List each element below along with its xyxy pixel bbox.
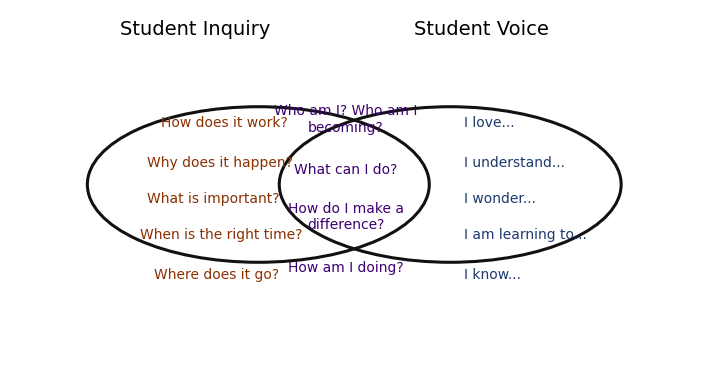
Text: I understand...: I understand... bbox=[464, 156, 565, 170]
Text: Where does it go?: Where does it go? bbox=[154, 268, 279, 282]
Text: I am learning to...: I am learning to... bbox=[464, 228, 587, 242]
Text: What is important?: What is important? bbox=[147, 192, 279, 206]
Text: How do I make a
difference?: How do I make a difference? bbox=[288, 202, 404, 232]
Text: How am I doing?: How am I doing? bbox=[288, 261, 403, 275]
Text: Student Inquiry: Student Inquiry bbox=[120, 20, 271, 38]
Text: Who am I? Who am I
becoming?: Who am I? Who am I becoming? bbox=[274, 104, 417, 135]
Text: I wonder...: I wonder... bbox=[464, 192, 536, 206]
Text: Student Voice: Student Voice bbox=[414, 20, 549, 38]
Text: What can I do?: What can I do? bbox=[294, 163, 397, 177]
Text: When is the right time?: When is the right time? bbox=[140, 228, 302, 242]
Text: I know...: I know... bbox=[464, 268, 521, 282]
Text: Why does it happen?: Why does it happen? bbox=[147, 156, 293, 170]
Text: How does it work?: How does it work? bbox=[161, 116, 288, 130]
Text: I love...: I love... bbox=[464, 116, 515, 130]
